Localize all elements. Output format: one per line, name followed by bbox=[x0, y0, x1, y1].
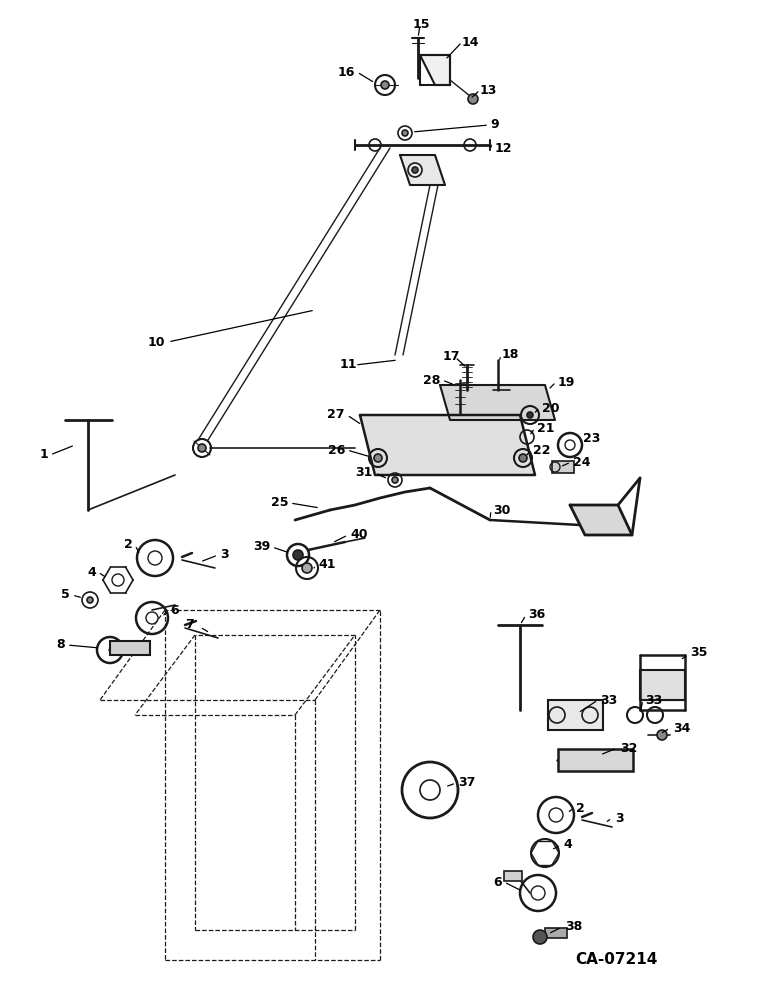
Text: 13: 13 bbox=[480, 84, 497, 97]
Polygon shape bbox=[400, 155, 445, 185]
Text: 28: 28 bbox=[422, 373, 440, 386]
Text: 39: 39 bbox=[252, 540, 270, 554]
Text: 21: 21 bbox=[537, 422, 554, 434]
Polygon shape bbox=[420, 55, 450, 85]
Text: 5: 5 bbox=[61, 588, 70, 601]
Text: 4: 4 bbox=[87, 566, 96, 578]
Circle shape bbox=[533, 930, 547, 944]
Circle shape bbox=[293, 550, 303, 560]
Text: 30: 30 bbox=[493, 504, 510, 516]
Text: 6: 6 bbox=[170, 603, 178, 616]
Text: 10: 10 bbox=[148, 336, 165, 349]
Polygon shape bbox=[640, 670, 685, 700]
Circle shape bbox=[374, 454, 382, 462]
Circle shape bbox=[87, 597, 93, 603]
Circle shape bbox=[402, 130, 408, 136]
Text: 17: 17 bbox=[443, 351, 461, 363]
Polygon shape bbox=[440, 385, 555, 420]
Text: 11: 11 bbox=[340, 359, 357, 371]
Circle shape bbox=[412, 167, 418, 173]
Text: 24: 24 bbox=[573, 456, 591, 468]
Circle shape bbox=[527, 412, 533, 418]
Text: 23: 23 bbox=[583, 432, 601, 444]
Circle shape bbox=[468, 94, 478, 104]
Text: 32: 32 bbox=[620, 742, 638, 754]
Text: 26: 26 bbox=[327, 444, 345, 456]
Text: 35: 35 bbox=[690, 646, 707, 658]
Text: 7: 7 bbox=[185, 618, 194, 632]
Text: CA-07214: CA-07214 bbox=[575, 952, 658, 968]
Circle shape bbox=[657, 730, 667, 740]
Circle shape bbox=[198, 444, 206, 452]
Bar bbox=[547, 700, 602, 730]
Circle shape bbox=[519, 454, 527, 462]
Text: 14: 14 bbox=[462, 35, 479, 48]
Text: 33: 33 bbox=[645, 694, 662, 706]
Bar bbox=[110, 641, 150, 655]
Text: 33: 33 bbox=[600, 694, 618, 706]
Text: 16: 16 bbox=[337, 66, 355, 79]
Text: 27: 27 bbox=[327, 408, 345, 422]
Polygon shape bbox=[360, 415, 535, 475]
Text: 6: 6 bbox=[493, 876, 502, 888]
Text: 36: 36 bbox=[528, 608, 545, 621]
Text: 4: 4 bbox=[563, 838, 572, 852]
Text: 18: 18 bbox=[502, 349, 520, 361]
Text: 15: 15 bbox=[413, 18, 431, 31]
Bar bbox=[557, 749, 632, 771]
Text: 3: 3 bbox=[220, 548, 229, 562]
Text: 37: 37 bbox=[458, 776, 476, 790]
Text: 41: 41 bbox=[318, 558, 336, 572]
Text: 12: 12 bbox=[495, 141, 513, 154]
Text: 25: 25 bbox=[270, 496, 288, 510]
Text: 1: 1 bbox=[39, 448, 48, 462]
Text: 3: 3 bbox=[615, 812, 624, 824]
Text: 2: 2 bbox=[124, 538, 133, 552]
Text: 31: 31 bbox=[356, 466, 373, 480]
Bar bbox=[552, 461, 574, 473]
Bar bbox=[545, 928, 567, 938]
Polygon shape bbox=[570, 505, 632, 535]
Bar bbox=[504, 871, 522, 881]
Text: 8: 8 bbox=[56, 639, 65, 652]
Circle shape bbox=[381, 81, 389, 89]
Text: 38: 38 bbox=[565, 920, 582, 934]
Text: 2: 2 bbox=[576, 802, 584, 814]
Text: 9: 9 bbox=[490, 118, 499, 131]
Text: 34: 34 bbox=[673, 722, 690, 734]
Text: 19: 19 bbox=[558, 375, 575, 388]
Text: 22: 22 bbox=[533, 444, 550, 456]
Circle shape bbox=[392, 477, 398, 483]
Circle shape bbox=[302, 563, 312, 573]
Text: 20: 20 bbox=[542, 401, 560, 414]
Text: 40: 40 bbox=[350, 528, 367, 542]
